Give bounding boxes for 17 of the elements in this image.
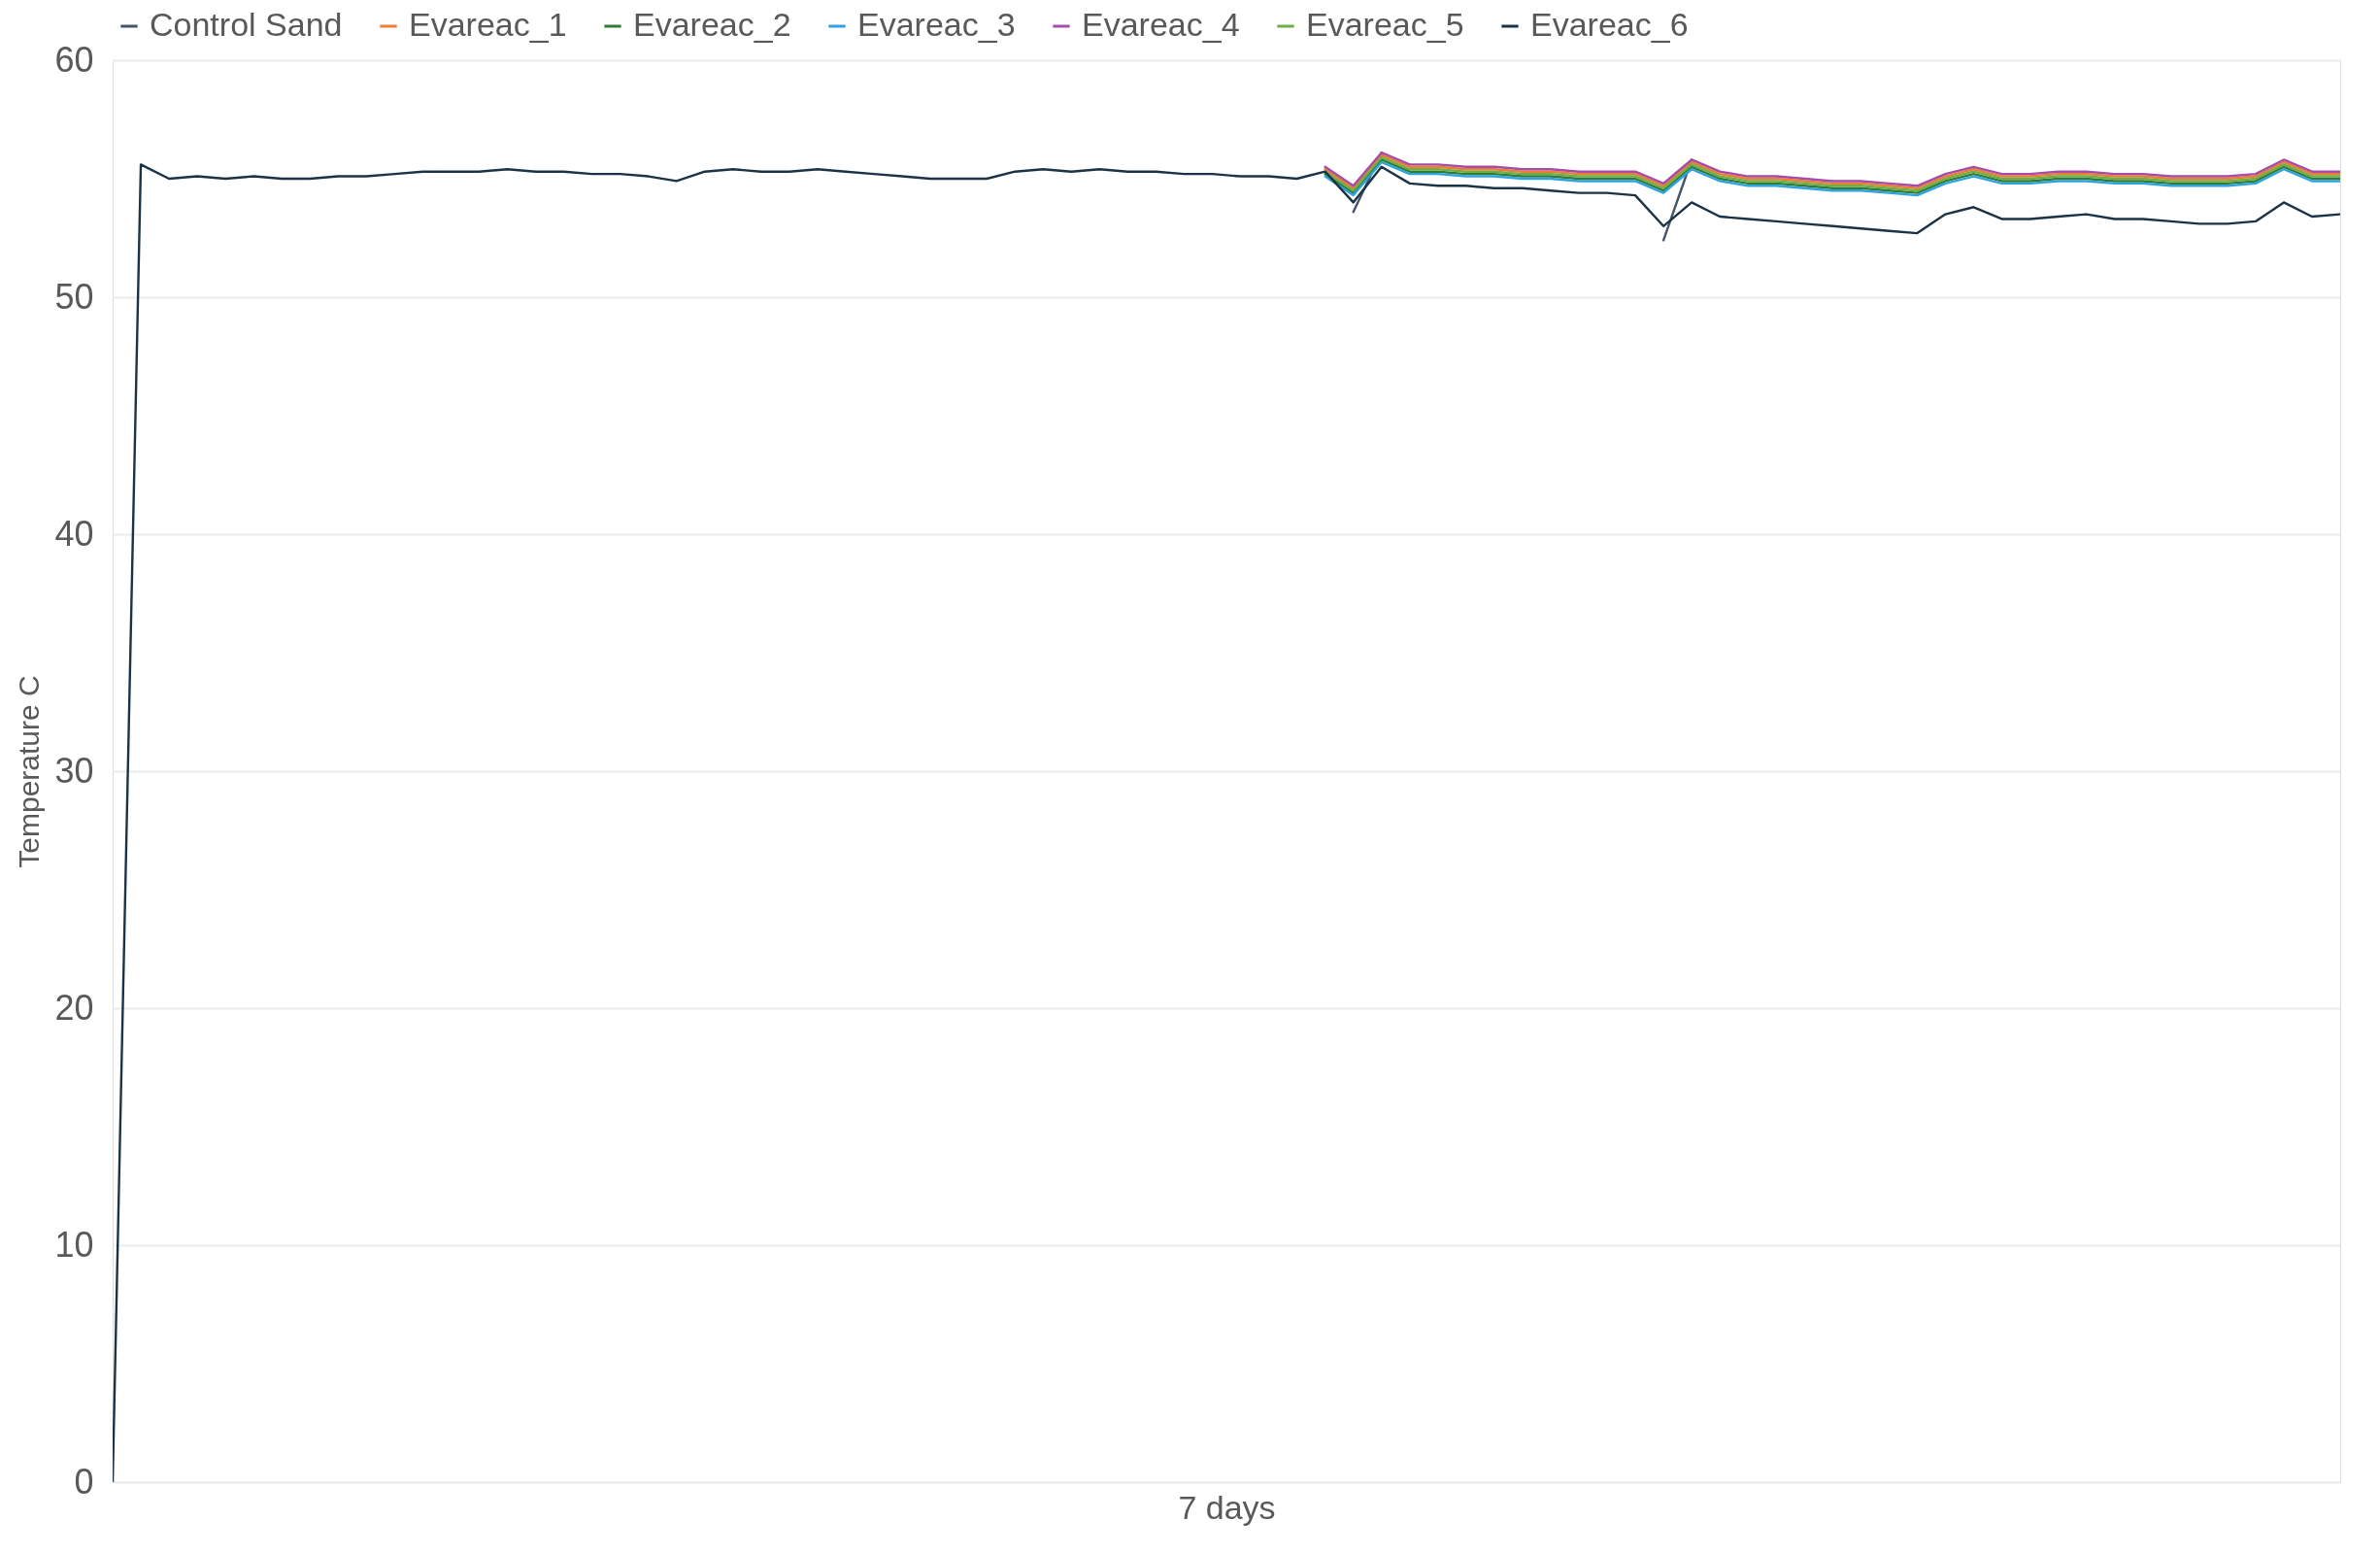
legend-label: Evareac_6 — [1530, 6, 1689, 43]
legend-label: Evareac_3 — [857, 6, 1016, 43]
legend-label: Evareac_2 — [633, 6, 791, 43]
y-tick-label: 40 — [54, 513, 94, 554]
legend-label: Evareac_5 — [1306, 6, 1464, 43]
legend-label: Control Sand — [150, 6, 343, 43]
y-tick-label: 20 — [54, 987, 94, 1028]
y-tick-label: 60 — [54, 39, 94, 80]
y-tick-label: 50 — [54, 276, 94, 317]
y-tick-label: 10 — [54, 1224, 94, 1265]
legend-label: Evareac_1 — [409, 6, 567, 43]
line-series — [113, 163, 2340, 1482]
y-tick-label: 30 — [54, 750, 94, 791]
y-axis-title: Temperature C — [13, 675, 46, 868]
legend-label: Evareac_4 — [1082, 6, 1240, 43]
y-tick-label: 0 — [74, 1461, 94, 1502]
x-axis-title: 7 days — [1178, 1488, 1276, 1526]
